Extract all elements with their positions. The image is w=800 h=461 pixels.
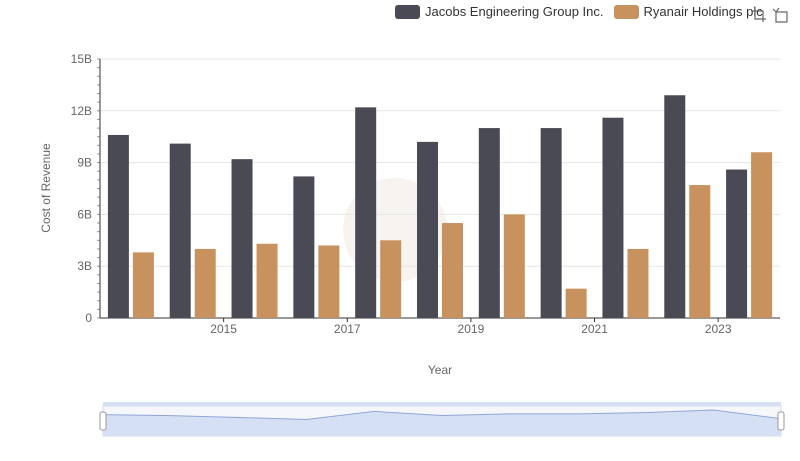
bar-ryanair-2023[interactable] xyxy=(689,185,711,318)
bar-ryanair-2021[interactable] xyxy=(565,288,587,318)
x-tick-label: 2023 xyxy=(705,322,732,336)
legend-item-jacobs[interactable]: Jacobs Engineering Group Inc. xyxy=(395,4,604,19)
y-tick-label: 3B xyxy=(77,259,92,273)
legend-swatch-jacobs xyxy=(395,4,420,19)
x-axis-title: Year xyxy=(428,363,452,377)
zoom-icon[interactable] xyxy=(750,6,768,24)
bar-ryanair-2015[interactable] xyxy=(194,248,216,318)
datazoom-handle-left[interactable] xyxy=(99,411,107,431)
datazoom-selection-bar[interactable] xyxy=(103,402,781,406)
bar-jacobs-2024[interactable] xyxy=(726,169,748,318)
bar-ryanair-2018[interactable] xyxy=(380,240,402,318)
bar-jacobs-2020[interactable] xyxy=(478,128,500,318)
bar-jacobs-2016[interactable] xyxy=(231,159,253,318)
bar-jacobs-2015[interactable] xyxy=(169,143,191,318)
bar-ryanair-2024[interactable] xyxy=(751,152,773,318)
bar-jacobs-2017[interactable] xyxy=(293,176,315,318)
bar-jacobs-2023[interactable] xyxy=(664,95,686,318)
legend-swatch-ryanair xyxy=(613,4,639,19)
datazoom-area xyxy=(103,410,781,436)
bar-jacobs-2019[interactable] xyxy=(417,141,438,318)
legend-label-jacobs: Jacobs Engineering Group Inc. xyxy=(425,4,604,19)
y-tick-label: 0 xyxy=(85,311,92,325)
bar-ryanair-2020[interactable] xyxy=(503,214,525,318)
datazoom-handle-right[interactable] xyxy=(777,411,785,431)
y-tick-label: 15B xyxy=(71,52,92,66)
bar-jacobs-2014[interactable] xyxy=(107,134,129,318)
y-axis-title: Cost of Revenue xyxy=(39,143,53,233)
restore-icon[interactable] xyxy=(772,6,790,24)
x-tick-label: 2017 xyxy=(334,322,361,336)
bar-ryanair-2014[interactable] xyxy=(132,252,154,318)
bar-ryanair-2022[interactable] xyxy=(627,248,649,318)
x-tick-label: 2015 xyxy=(210,322,237,336)
y-tick-label: 9B xyxy=(77,156,92,170)
bar-jacobs-2021[interactable] xyxy=(540,128,562,318)
bar-jacobs-2022[interactable] xyxy=(602,117,624,318)
x-tick-label: 2019 xyxy=(458,322,485,336)
bar-jacobs-2018[interactable] xyxy=(355,107,377,318)
y-tick-label: 12B xyxy=(71,104,92,118)
datazoom-line xyxy=(102,409,782,420)
legend-item-ryanair[interactable]: Ryanair Holdings plc xyxy=(613,4,763,19)
bar-ryanair-2016[interactable] xyxy=(256,243,278,318)
bar-ryanair-2017[interactable] xyxy=(318,245,340,318)
legend-label-ryanair: Ryanair Holdings plc xyxy=(643,4,763,19)
y-tick-label: 6B xyxy=(77,207,92,221)
bar-ryanair-2019[interactable] xyxy=(442,223,463,318)
toolbox xyxy=(746,6,790,24)
legend: Jacobs Engineering Group Inc. Ryanair Ho… xyxy=(395,4,773,19)
x-tick-label: 2021 xyxy=(581,322,608,336)
